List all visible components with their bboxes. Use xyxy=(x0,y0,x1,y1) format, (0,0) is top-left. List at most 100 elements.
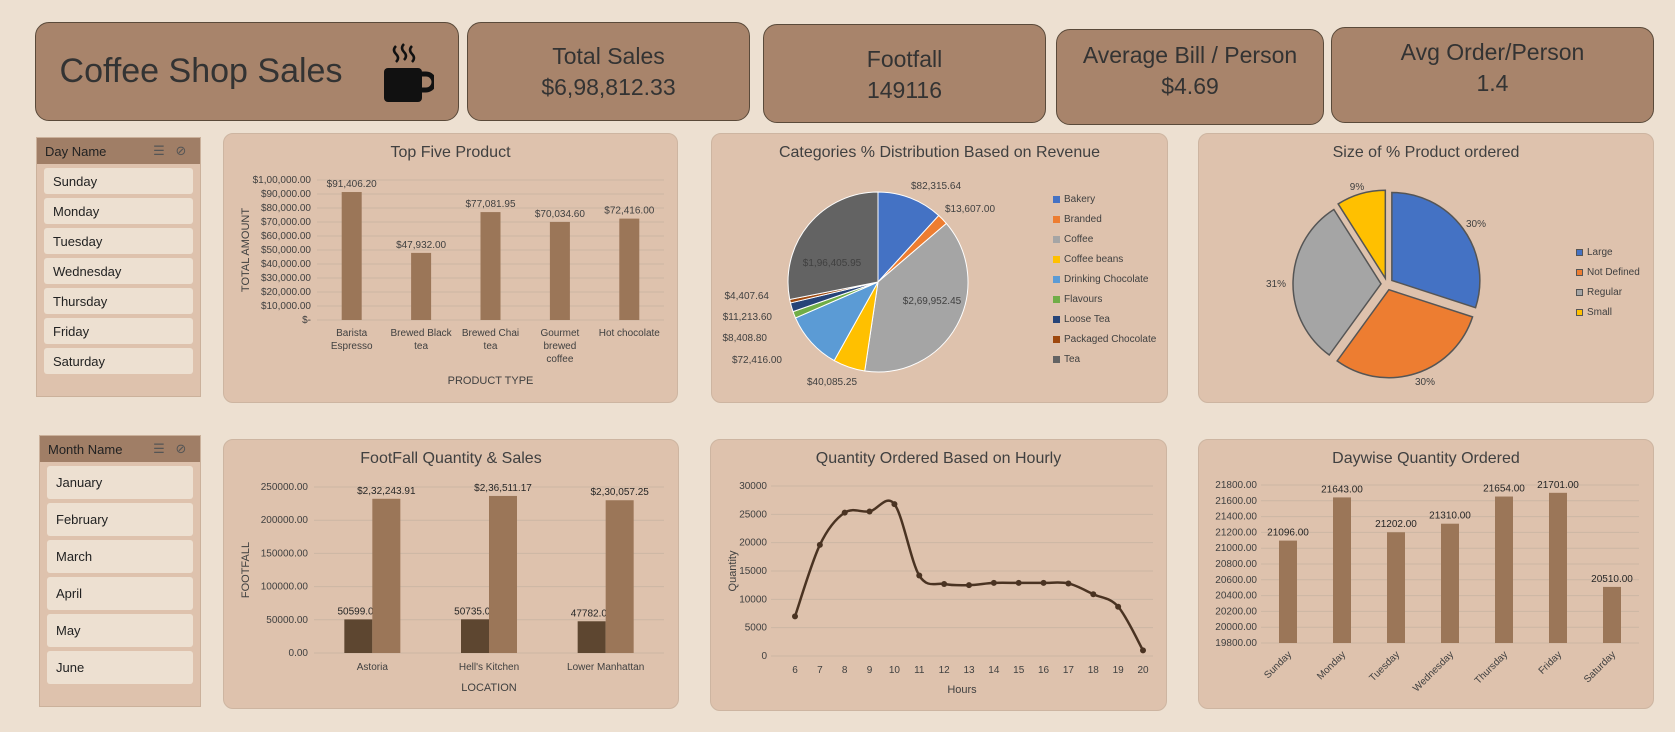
slicer-item-june[interactable]: June xyxy=(47,651,193,684)
data-point xyxy=(1040,579,1047,586)
x-axis-label: Hours xyxy=(947,684,977,696)
y-tick-label: 20000.00 xyxy=(1215,622,1257,633)
data-label: 9% xyxy=(1350,182,1365,193)
bar xyxy=(549,221,570,320)
legend-label: Packaged Chocolate xyxy=(1064,333,1157,345)
data-point xyxy=(866,508,873,515)
y-tick-label: $30,000.00 xyxy=(261,273,311,284)
slicer-item-sunday[interactable]: Sunday xyxy=(44,168,193,194)
bar xyxy=(341,192,362,320)
x-tick-label: Sunday xyxy=(1262,649,1294,681)
y-tick-label: 20600.00 xyxy=(1215,575,1257,586)
slicer-item-tuesday[interactable]: Tuesday xyxy=(44,228,193,254)
clear-filter-icon[interactable]: ⊘ xyxy=(175,441,187,456)
data-label: $72,416.00 xyxy=(732,355,782,366)
slicer-item-wednesday[interactable]: Wednesday xyxy=(44,258,193,284)
daywise-chart: 19800.00 20000.00 20200.00 20400.00 20600.00… xyxy=(1215,480,1639,694)
data-label: 21643.00 xyxy=(1321,484,1363,495)
slicer-item-march[interactable]: March xyxy=(47,540,193,573)
data-label: 31% xyxy=(1266,279,1286,290)
legend-label: Branded xyxy=(1064,213,1102,225)
chart-title: FootFall Quantity & Sales xyxy=(360,450,542,467)
data-label: 21202.00 xyxy=(1375,519,1417,530)
x-tick-label: Brewed Black xyxy=(391,328,453,339)
x-tick-label: 12 xyxy=(939,665,951,676)
x-tick-label: 16 xyxy=(1038,665,1050,676)
legend-swatch xyxy=(1053,235,1060,243)
y-tick-label: 21000.00 xyxy=(1215,543,1257,554)
kpi-label: Total Sales xyxy=(552,43,665,69)
x-tick-label: Brewed Chai xyxy=(462,328,519,339)
y-tick-label: $40,000.00 xyxy=(261,259,311,270)
data-label: $11,213.60 xyxy=(723,312,773,323)
x-tick-label: 15 xyxy=(1013,665,1025,676)
chart-title: Size of % Product ordered xyxy=(1332,144,1520,161)
y-tick-label: $50,000.00 xyxy=(261,245,311,256)
kpi-label: Avg Order/Person xyxy=(1400,39,1585,65)
bar xyxy=(480,212,501,320)
legend-label: Coffee xyxy=(1064,233,1094,245)
slicer-item-monday[interactable]: Monday xyxy=(44,198,193,224)
legend-swatch xyxy=(1053,295,1060,303)
y-tick-label: 25000 xyxy=(739,509,767,520)
y-tick-label: 21400.00 xyxy=(1215,512,1257,523)
legend-item: Not Defined xyxy=(1576,262,1640,282)
pie-slice xyxy=(864,222,969,373)
y-axis-label: FOOTFALL xyxy=(240,542,252,598)
pie-slice xyxy=(1336,288,1474,379)
data-label: 30% xyxy=(1466,219,1486,230)
slicer-item-friday[interactable]: Friday xyxy=(44,318,193,344)
y-tick-label: 0 xyxy=(761,651,767,662)
dashboard-title: Coffee Shop Sales xyxy=(59,52,343,90)
data-label: 50735.00 xyxy=(454,606,496,617)
clear-filter-icon[interactable]: ⊘ xyxy=(175,143,187,158)
bar xyxy=(1279,540,1297,643)
legend-label: Regular xyxy=(1587,286,1623,298)
slicer-title: Day Name xyxy=(45,143,107,159)
slicer-item-thursday[interactable]: Thursday xyxy=(44,288,193,314)
legend-label: Loose Tea xyxy=(1064,313,1110,325)
x-tick-label: 11 xyxy=(914,665,925,676)
y-tick-label: 50000.00 xyxy=(266,615,308,626)
multi-select-icon[interactable]: ☰ xyxy=(153,143,165,158)
slicer-item-saturday[interactable]: Saturday xyxy=(44,348,193,374)
x-axis-label: LOCATION xyxy=(461,682,516,694)
hourly-panel: Quantity Ordered Based on Hourly 0 5000 10… xyxy=(710,439,1167,711)
bar xyxy=(1549,492,1567,643)
y-tick-label: 20200.00 xyxy=(1215,606,1257,617)
slicer-item-april[interactable]: April xyxy=(47,577,193,610)
x-tick-label: Wednesday xyxy=(1411,649,1456,694)
legend-item: Small xyxy=(1576,302,1640,322)
bar xyxy=(577,621,606,653)
x-tick-label: 9 xyxy=(867,665,873,676)
y-tick-label: 20400.00 xyxy=(1215,591,1257,602)
y-axis-label: TOTAL AMOUNT xyxy=(240,208,252,292)
data-label: $77,081.95 xyxy=(465,199,515,210)
data-point xyxy=(1115,603,1122,610)
legend-item: Flavours xyxy=(1053,289,1156,309)
slicer-title: Month Name xyxy=(48,441,123,457)
multi-select-icon[interactable]: ☰ xyxy=(153,441,165,456)
data-label: $8,408.80 xyxy=(723,333,768,344)
legend-item: Drinking Chocolate xyxy=(1053,269,1156,289)
kpi-average-bill: Average Bill / Person $4.69 xyxy=(1056,29,1324,125)
x-tick-label: tea xyxy=(484,341,498,352)
legend-swatch xyxy=(1053,335,1060,343)
categories-legend: Bakery Branded Coffee Coffee beans Drinking … xyxy=(1053,189,1156,369)
y-tick-label: 21800.00 xyxy=(1215,480,1257,491)
bar xyxy=(1603,586,1621,643)
data-label: $1,96,405.95 xyxy=(803,258,862,269)
slicer-item-february[interactable]: February xyxy=(47,503,193,536)
data-point xyxy=(1015,579,1022,586)
legend-swatch xyxy=(1053,195,1060,203)
daywise-panel: Daywise Quantity Ordered 19800.00 20000.0… xyxy=(1198,439,1654,709)
legend-item: Branded xyxy=(1053,209,1156,229)
slicer-item-january[interactable]: January xyxy=(47,466,193,499)
chart-title: Top Five Product xyxy=(390,144,511,161)
slicer-item-may[interactable]: May xyxy=(47,614,193,647)
kpi-label: Footfall xyxy=(866,46,943,72)
legend-item: Tea xyxy=(1053,349,1156,369)
x-tick-label: Monday xyxy=(1315,649,1348,682)
legend-label: Coffee beans xyxy=(1064,253,1124,265)
data-label: $2,69,952.45 xyxy=(903,296,962,307)
